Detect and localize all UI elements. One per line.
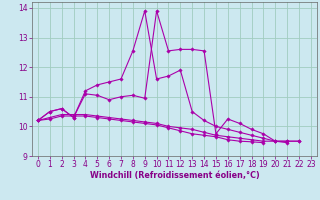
X-axis label: Windchill (Refroidissement éolien,°C): Windchill (Refroidissement éolien,°C): [90, 171, 259, 180]
